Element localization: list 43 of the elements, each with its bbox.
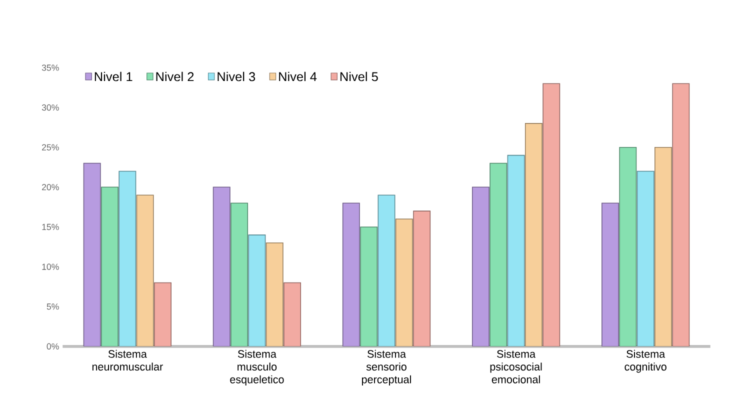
y-tick-label: 25% <box>42 144 59 150</box>
y-tick-label: 10% <box>42 264 59 270</box>
bar <box>212 186 230 346</box>
x-tick-label: Sistema sensorio perceptual <box>362 350 411 386</box>
legend-label: Nivel 5 <box>340 72 378 82</box>
bar <box>136 194 154 346</box>
bar <box>472 186 490 346</box>
y-tick-label: 20% <box>42 184 59 190</box>
y-tick-label: 5% <box>46 303 59 310</box>
y-tick-label: 35% <box>42 64 59 71</box>
bar <box>118 170 136 346</box>
legend-label: Nivel 2 <box>156 72 194 82</box>
bar <box>230 202 248 346</box>
bar <box>360 226 378 346</box>
legend-label: Nivel 3 <box>218 72 256 82</box>
y-tick-label: 15% <box>42 224 59 230</box>
x-tick-label: Sistema psicosocial emocional <box>490 350 542 384</box>
bar <box>507 154 525 346</box>
y-tick-label: 0% <box>46 343 59 350</box>
bar <box>619 146 637 346</box>
bar <box>248 234 266 346</box>
bar <box>654 146 672 346</box>
x-tick-label: Sistema neuromuscular <box>92 350 163 370</box>
bar <box>490 162 508 346</box>
bar <box>154 282 172 346</box>
bar <box>413 210 431 346</box>
bar <box>342 202 360 346</box>
legend-label: Nivel 4 <box>279 72 317 82</box>
bar <box>83 162 101 346</box>
bar <box>284 282 302 346</box>
y-tick-label: 30% <box>42 104 59 111</box>
bar <box>266 242 284 346</box>
bar <box>395 218 413 346</box>
bar <box>378 194 396 346</box>
bar <box>101 186 118 346</box>
bar <box>672 83 690 346</box>
x-tick-label: Sistema musculo esqueletico <box>230 350 284 386</box>
x-tick-label: Sistema cognitivo <box>624 350 666 373</box>
bar <box>542 83 560 346</box>
bar <box>636 170 654 346</box>
bar <box>524 122 542 346</box>
bar <box>602 202 619 346</box>
legend-label: Nivel 1 <box>94 72 132 82</box>
